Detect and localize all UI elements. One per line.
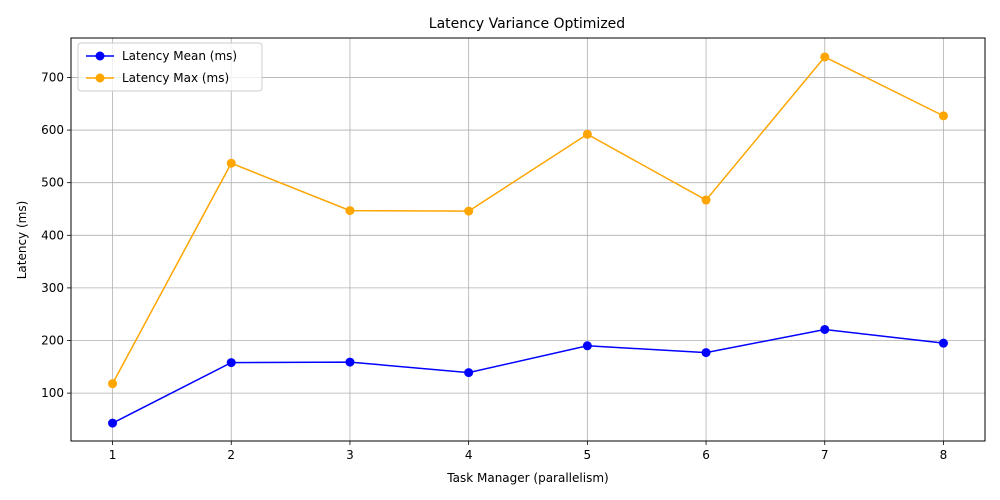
legend-max-marker <box>95 73 105 83</box>
data-point-0-2 <box>345 357 355 367</box>
y-tick-label: 400 <box>41 228 64 242</box>
series-line-0 <box>112 328 944 424</box>
plot-frame <box>70 37 986 442</box>
axis-ticks: 1 2 3 4 5 6 7 8 100 200 300 400 500 600 700 <box>41 70 947 462</box>
data-point-0-4 <box>582 341 592 351</box>
data-point-0-3 <box>464 368 474 378</box>
data-point-0-7 <box>938 338 948 348</box>
legend-box <box>77 42 263 92</box>
y-tick-label: 500 <box>41 176 64 190</box>
series-group <box>108 52 948 428</box>
x-tick-label: 2 <box>227 448 235 462</box>
data-point-1-3 <box>464 206 474 216</box>
y-tick-label: 700 <box>41 70 64 84</box>
y-tick-label: 100 <box>41 386 64 400</box>
grid <box>71 38 985 441</box>
data-point-1-5 <box>701 195 711 205</box>
legend-mean-marker <box>95 51 105 61</box>
data-point-0-1 <box>226 358 236 368</box>
x-tick-label: 7 <box>821 448 829 462</box>
data-point-1-2 <box>345 206 355 216</box>
data-point-0-5 <box>701 348 711 358</box>
x-axis-label: Task Manager (parallelism) <box>446 471 608 485</box>
x-tick-label: 4 <box>465 448 473 462</box>
x-tick-label: 6 <box>702 448 710 462</box>
legend: Latency Mean (ms) Latency Max (ms) <box>77 42 263 92</box>
x-tick-label: 1 <box>109 448 117 462</box>
data-point-1-4 <box>582 129 592 139</box>
x-tick-label: 3 <box>346 448 354 462</box>
y-tick-label: 600 <box>41 123 64 137</box>
legend-max-label: Latency Max (ms) <box>122 71 229 85</box>
chart-title: Latency Variance Optimized <box>429 16 625 32</box>
y-axis-label: Latency (ms) <box>15 201 29 280</box>
data-point-1-1 <box>226 158 236 168</box>
x-tick-label: 8 <box>940 448 948 462</box>
legend-mean-label: Latency Mean (ms) <box>122 49 237 63</box>
y-tick-label: 300 <box>41 281 64 295</box>
y-tick-label: 200 <box>41 334 64 348</box>
data-point-0-6 <box>820 324 830 334</box>
data-point-1-6 <box>820 52 830 62</box>
data-point-1-7 <box>938 111 948 121</box>
data-point-0-0 <box>108 418 118 428</box>
x-tick-label: 5 <box>584 448 592 462</box>
data-point-1-0 <box>108 379 118 389</box>
series-line-1 <box>111 56 944 385</box>
